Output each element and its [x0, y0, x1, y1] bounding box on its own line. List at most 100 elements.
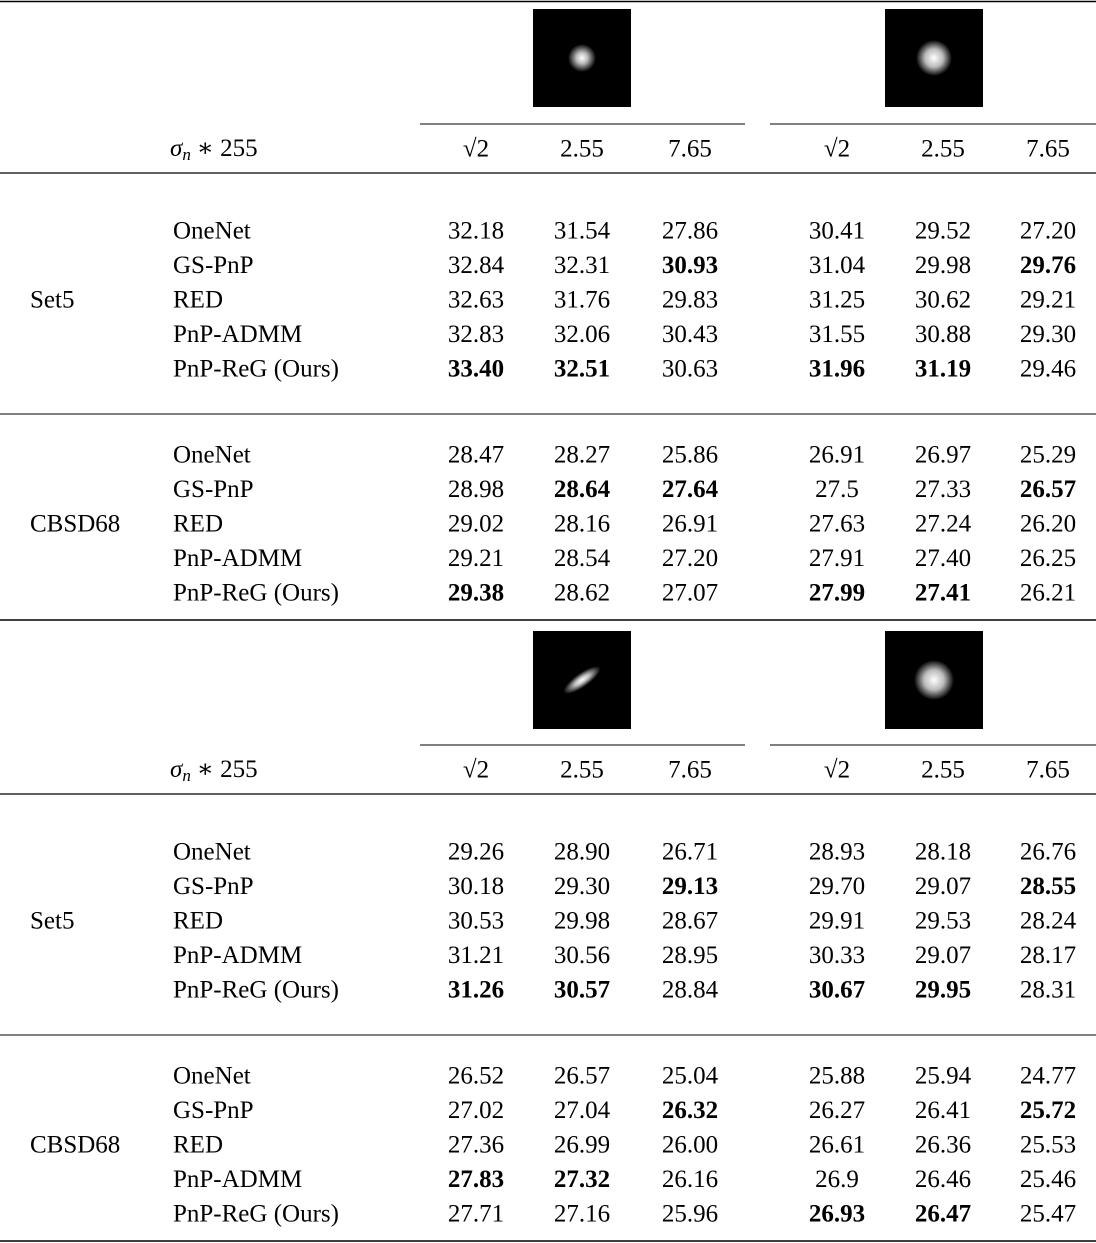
noise-level: 7.65 — [1026, 136, 1070, 163]
cell-value: 27.36 — [448, 1132, 504, 1159]
cell-value: 26.00 — [662, 1132, 718, 1159]
method-name: OneNet — [173, 442, 251, 469]
cell-value: 26.32 — [662, 1097, 718, 1124]
cell-value: 25.94 — [915, 1063, 972, 1090]
cell-value: 29.76 — [1020, 252, 1076, 279]
cell-value: 27.91 — [809, 545, 865, 572]
cell-value: 32.83 — [448, 321, 504, 348]
method-name: OneNet — [173, 218, 251, 245]
cell-value: 31.76 — [554, 287, 610, 314]
cell-value: 29.13 — [662, 873, 718, 900]
cell-value: 28.16 — [554, 511, 610, 538]
cell-value: 26.91 — [662, 511, 718, 538]
cell-value: 28.54 — [554, 545, 611, 572]
cell-value: 31.96 — [809, 356, 865, 383]
cell-value: 26.93 — [809, 1201, 865, 1228]
cell-value: 30.67 — [809, 977, 865, 1004]
cell-value: 28.18 — [915, 839, 971, 866]
cell-value: 27.33 — [915, 476, 971, 503]
cell-value: 27.32 — [554, 1166, 610, 1193]
cell-value: 29.70 — [809, 873, 865, 900]
method-name: GS-PnP — [173, 1097, 254, 1124]
cell-value: 25.88 — [809, 1063, 865, 1090]
cell-value: 27.20 — [1020, 218, 1076, 245]
cell-value: 29.53 — [915, 908, 971, 935]
cell-value: 28.95 — [662, 942, 718, 969]
cell-value: 31.26 — [448, 977, 504, 1004]
cell-value: 29.38 — [448, 580, 504, 607]
cell-value: 29.30 — [1020, 321, 1076, 348]
cell-value: 25.46 — [1020, 1166, 1076, 1193]
noise-level: √2 — [463, 136, 489, 163]
cell-value: 26.27 — [809, 1097, 865, 1124]
cell-value: 26.76 — [1020, 839, 1076, 866]
method-name: PnP-ADMM — [173, 1166, 302, 1193]
cell-value: 32.51 — [554, 356, 610, 383]
cell-value: 26.99 — [554, 1132, 610, 1159]
cell-value: 29.46 — [1020, 356, 1076, 383]
subscript: n — [182, 145, 191, 164]
cell-value: 29.95 — [915, 977, 971, 1004]
cell-value: 26.21 — [1020, 580, 1076, 607]
dataset-name: Set5 — [30, 287, 74, 314]
cell-value: 27.5 — [815, 476, 859, 503]
cell-value: 29.83 — [662, 287, 718, 314]
method-name: PnP-ADMM — [173, 321, 302, 348]
noise-level: √2 — [463, 757, 489, 784]
cell-value: 29.30 — [554, 873, 610, 900]
method-name: RED — [173, 511, 223, 538]
cell-value: 27.64 — [662, 476, 719, 503]
cell-value: 26.9 — [815, 1166, 859, 1193]
noise-level: 2.55 — [560, 757, 604, 784]
suffix: ∗ 255 — [197, 756, 258, 783]
noise-label: σn ∗ 255 — [170, 756, 258, 785]
cell-value: 26.16 — [662, 1166, 718, 1193]
cell-value: 29.98 — [554, 908, 610, 935]
cell-value: 27.24 — [915, 511, 972, 538]
cell-value: 26.36 — [915, 1132, 971, 1159]
cell-value: 26.46 — [915, 1166, 971, 1193]
method-name: PnP-ReG (Ours) — [173, 580, 339, 607]
cell-value: 26.41 — [915, 1097, 971, 1124]
kernel-image — [885, 9, 983, 107]
cell-value: 29.98 — [915, 252, 971, 279]
cell-value: 26.52 — [448, 1063, 504, 1090]
subscript: n — [182, 766, 191, 785]
cell-value: 31.21 — [448, 942, 504, 969]
cell-value: 30.18 — [448, 873, 504, 900]
cell-value: 30.43 — [662, 321, 718, 348]
cell-value: 31.54 — [554, 218, 611, 245]
cell-value: 30.56 — [554, 942, 610, 969]
noise-level: 2.55 — [921, 757, 965, 784]
cell-value: 28.17 — [1020, 942, 1076, 969]
cell-value: 25.04 — [662, 1063, 719, 1090]
cell-value: 27.99 — [809, 580, 865, 607]
cell-value: 27.02 — [448, 1097, 504, 1124]
cell-value: 29.07 — [915, 942, 971, 969]
cell-value: 27.16 — [554, 1201, 610, 1228]
method-name: GS-PnP — [173, 873, 254, 900]
cell-value: 27.07 — [662, 580, 718, 607]
cell-value: 26.25 — [1020, 545, 1076, 572]
cell-value: 28.24 — [1020, 908, 1077, 935]
cell-value: 32.06 — [554, 321, 610, 348]
kernel-image — [533, 631, 631, 729]
cell-value: 31.25 — [809, 287, 865, 314]
noise-level: √2 — [824, 136, 850, 163]
cell-value: 26.61 — [809, 1132, 865, 1159]
cell-value: 29.91 — [809, 908, 865, 935]
cell-value: 28.93 — [809, 839, 865, 866]
method-name: RED — [173, 908, 223, 935]
cell-value: 30.62 — [915, 287, 971, 314]
cell-value: 32.18 — [448, 218, 504, 245]
cell-value: 26.71 — [662, 839, 718, 866]
cell-value: 31.19 — [915, 356, 971, 383]
cell-value: 28.67 — [662, 908, 718, 935]
cell-value: 25.47 — [1020, 1201, 1076, 1228]
cell-value: 28.55 — [1020, 873, 1076, 900]
noise-label: σn ∗ 255 — [170, 135, 258, 164]
symbol: σ — [170, 756, 184, 783]
cell-value: 32.63 — [448, 287, 504, 314]
cell-value: 31.55 — [809, 321, 865, 348]
cell-value: 29.07 — [915, 873, 971, 900]
